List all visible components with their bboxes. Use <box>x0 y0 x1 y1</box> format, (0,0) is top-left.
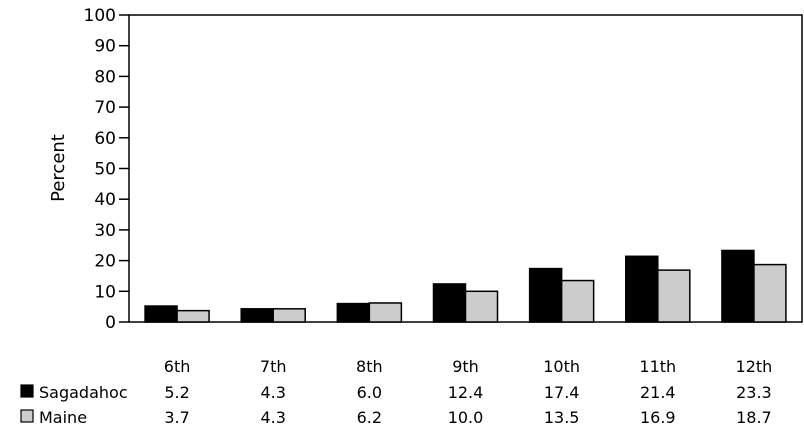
bar-sagadahoc-12th <box>721 249 755 323</box>
legend-swatch-maine <box>20 409 34 423</box>
category-label: 12th <box>736 357 773 376</box>
y-tick-label: 50 <box>94 160 116 180</box>
y-axis-label: Percent <box>48 134 69 202</box>
y-tick-label: 30 <box>94 221 116 241</box>
data-label-maine: 18.7 <box>736 408 772 427</box>
bar-sagadahoc-11th <box>625 255 659 323</box>
legend-label-sagadahoc: Sagadahoc <box>39 383 128 402</box>
bar-maine-12th <box>753 263 787 323</box>
data-label-maine: 10.0 <box>448 408 484 427</box>
plot-frame <box>128 14 803 323</box>
data-table: 6th 7th 8th 9th 10th 11th 12th Sagadahoc 5.2 4.3 6… <box>20 357 773 427</box>
data-label-sagadahoc: 5.2 <box>164 383 189 402</box>
data-label-maine: 16.9 <box>640 408 676 427</box>
data-label-sagadahoc: 12.4 <box>448 383 484 402</box>
bar-sagadahoc-6th <box>144 305 178 323</box>
bar-sagadahoc-10th <box>528 267 563 323</box>
y-tick-label: 100 <box>84 6 116 26</box>
data-label-maine: 3.7 <box>164 408 189 427</box>
legend-label-maine: Maine <box>39 408 87 427</box>
y-tick-label: 20 <box>94 252 116 272</box>
data-label-maine: 4.3 <box>260 408 285 427</box>
data-label-maine: 6.2 <box>357 408 382 427</box>
category-label: 9th <box>452 357 479 376</box>
bar-sagadahoc-7th <box>240 308 274 323</box>
plot-area: 0 10 20 30 40 50 60 70 80 90 100 <box>84 6 803 333</box>
category-label: 6th <box>164 357 191 376</box>
y-tick-label: 10 <box>94 282 116 302</box>
y-tick-label: 40 <box>94 190 116 210</box>
bar-sagadahoc-9th <box>432 283 467 323</box>
bar-maine-6th <box>176 309 210 323</box>
data-label-sagadahoc: 6.0 <box>357 383 382 402</box>
data-label-sagadahoc: 4.3 <box>260 383 285 402</box>
y-tick-label: 60 <box>94 129 116 149</box>
y-tick-label: 0 <box>105 313 116 333</box>
y-tick-label: 70 <box>94 98 116 118</box>
legend-swatch-sagadahoc <box>20 384 34 398</box>
category-label: 7th <box>260 357 287 376</box>
bar-maine-10th <box>560 279 595 323</box>
data-label-maine: 13.5 <box>544 408 580 427</box>
data-label-sagadahoc: 21.4 <box>640 383 676 402</box>
data-label-sagadahoc: 23.3 <box>736 383 772 402</box>
bar-maine-8th <box>368 302 403 323</box>
bar-sagadahoc-8th <box>336 302 371 323</box>
category-label: 8th <box>356 357 383 376</box>
data-label-sagadahoc: 17.4 <box>544 383 580 402</box>
bar-maine-11th <box>657 269 691 323</box>
category-label: 11th <box>639 357 676 376</box>
y-tick-label: 90 <box>94 37 116 57</box>
bar-maine-9th <box>464 290 499 323</box>
category-label: 10th <box>543 357 580 376</box>
bar-maine-7th <box>272 308 306 323</box>
y-tick-label: 80 <box>94 67 116 87</box>
